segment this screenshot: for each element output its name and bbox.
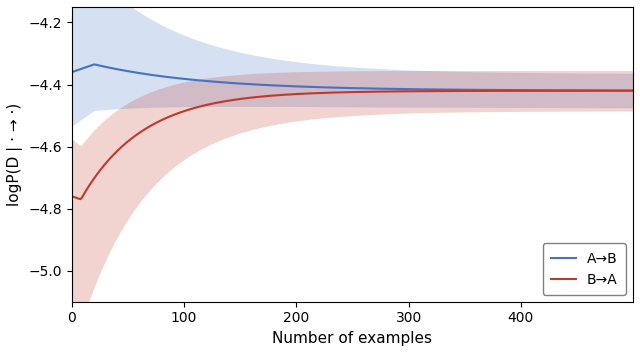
B→A bbox=[629, 89, 637, 93]
A→B bbox=[373, 86, 381, 91]
X-axis label: Number of examples: Number of examples bbox=[273, 331, 433, 346]
A→B bbox=[629, 88, 637, 92]
B→A bbox=[339, 90, 347, 94]
A→B bbox=[339, 86, 347, 90]
A→B bbox=[529, 88, 537, 92]
Line: B→A: B→A bbox=[72, 91, 633, 199]
B→A bbox=[403, 89, 411, 94]
A→B bbox=[336, 86, 344, 90]
B→A bbox=[617, 89, 625, 93]
Legend: A→B, B→A: A→B, B→A bbox=[543, 243, 626, 295]
Line: A→B: A→B bbox=[72, 65, 633, 90]
B→A bbox=[373, 90, 381, 94]
A→B bbox=[68, 70, 76, 74]
A→B bbox=[91, 62, 99, 67]
Y-axis label: logP(D | · → ·): logP(D | · → ·) bbox=[7, 103, 23, 206]
B→A bbox=[76, 197, 84, 201]
B→A bbox=[336, 90, 344, 95]
B→A bbox=[529, 89, 537, 93]
B→A bbox=[68, 195, 76, 199]
A→B bbox=[403, 87, 411, 91]
A→B bbox=[617, 88, 625, 92]
